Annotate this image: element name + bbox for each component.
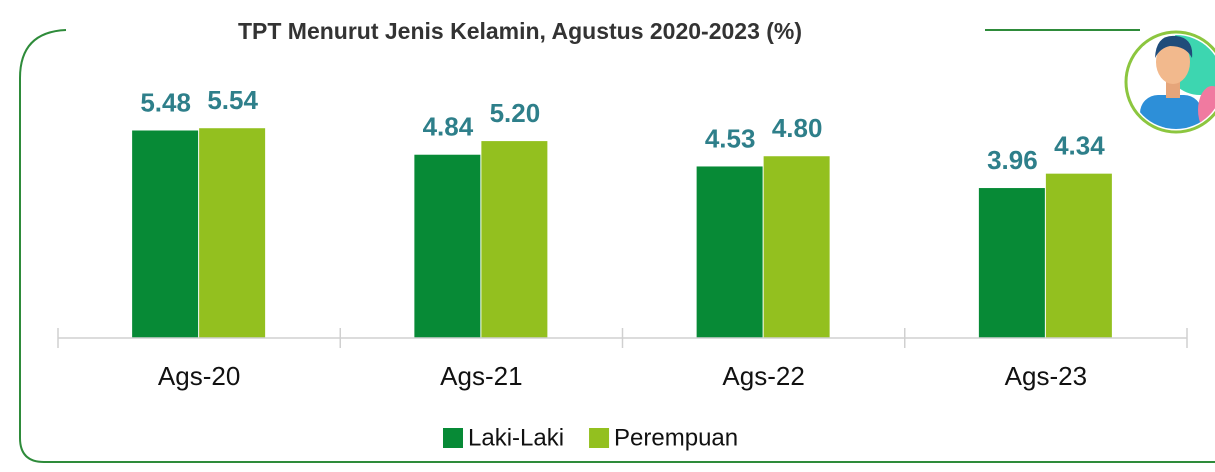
- x-tick-label: Ags-23: [1005, 361, 1087, 391]
- value-label: 4.84: [423, 112, 474, 142]
- icon: [1124, 30, 1215, 134]
- bar: [414, 154, 481, 338]
- value-label: 5.48: [140, 87, 191, 117]
- x-tick-label: Ags-22: [722, 361, 804, 391]
- value-label: 4.53: [705, 123, 756, 153]
- value-label: 5.54: [207, 85, 258, 115]
- x-tick-label: Ags-21: [440, 361, 522, 391]
- value-label: 5.20: [490, 98, 541, 128]
- x-tick-label: Ags-20: [158, 361, 240, 391]
- bar: [199, 128, 266, 338]
- bar: [978, 188, 1045, 338]
- bar: [696, 166, 763, 338]
- legend-swatch: [589, 428, 610, 448]
- legend-label: Laki-Laki: [468, 424, 564, 451]
- bar: [132, 130, 199, 338]
- chart-title: TPT Menurut Jenis Kelamin, Agustus 2020-…: [238, 18, 802, 44]
- legend-label: Perempuan: [614, 424, 738, 451]
- value-label: 4.34: [1054, 131, 1105, 161]
- bar: [481, 141, 548, 338]
- bar: [763, 156, 830, 338]
- value-label: 3.96: [987, 145, 1038, 175]
- legend-swatch: [443, 428, 463, 448]
- frame: [19, 29, 1215, 463]
- value-label: 4.80: [772, 113, 823, 143]
- bar: [1045, 173, 1112, 338]
